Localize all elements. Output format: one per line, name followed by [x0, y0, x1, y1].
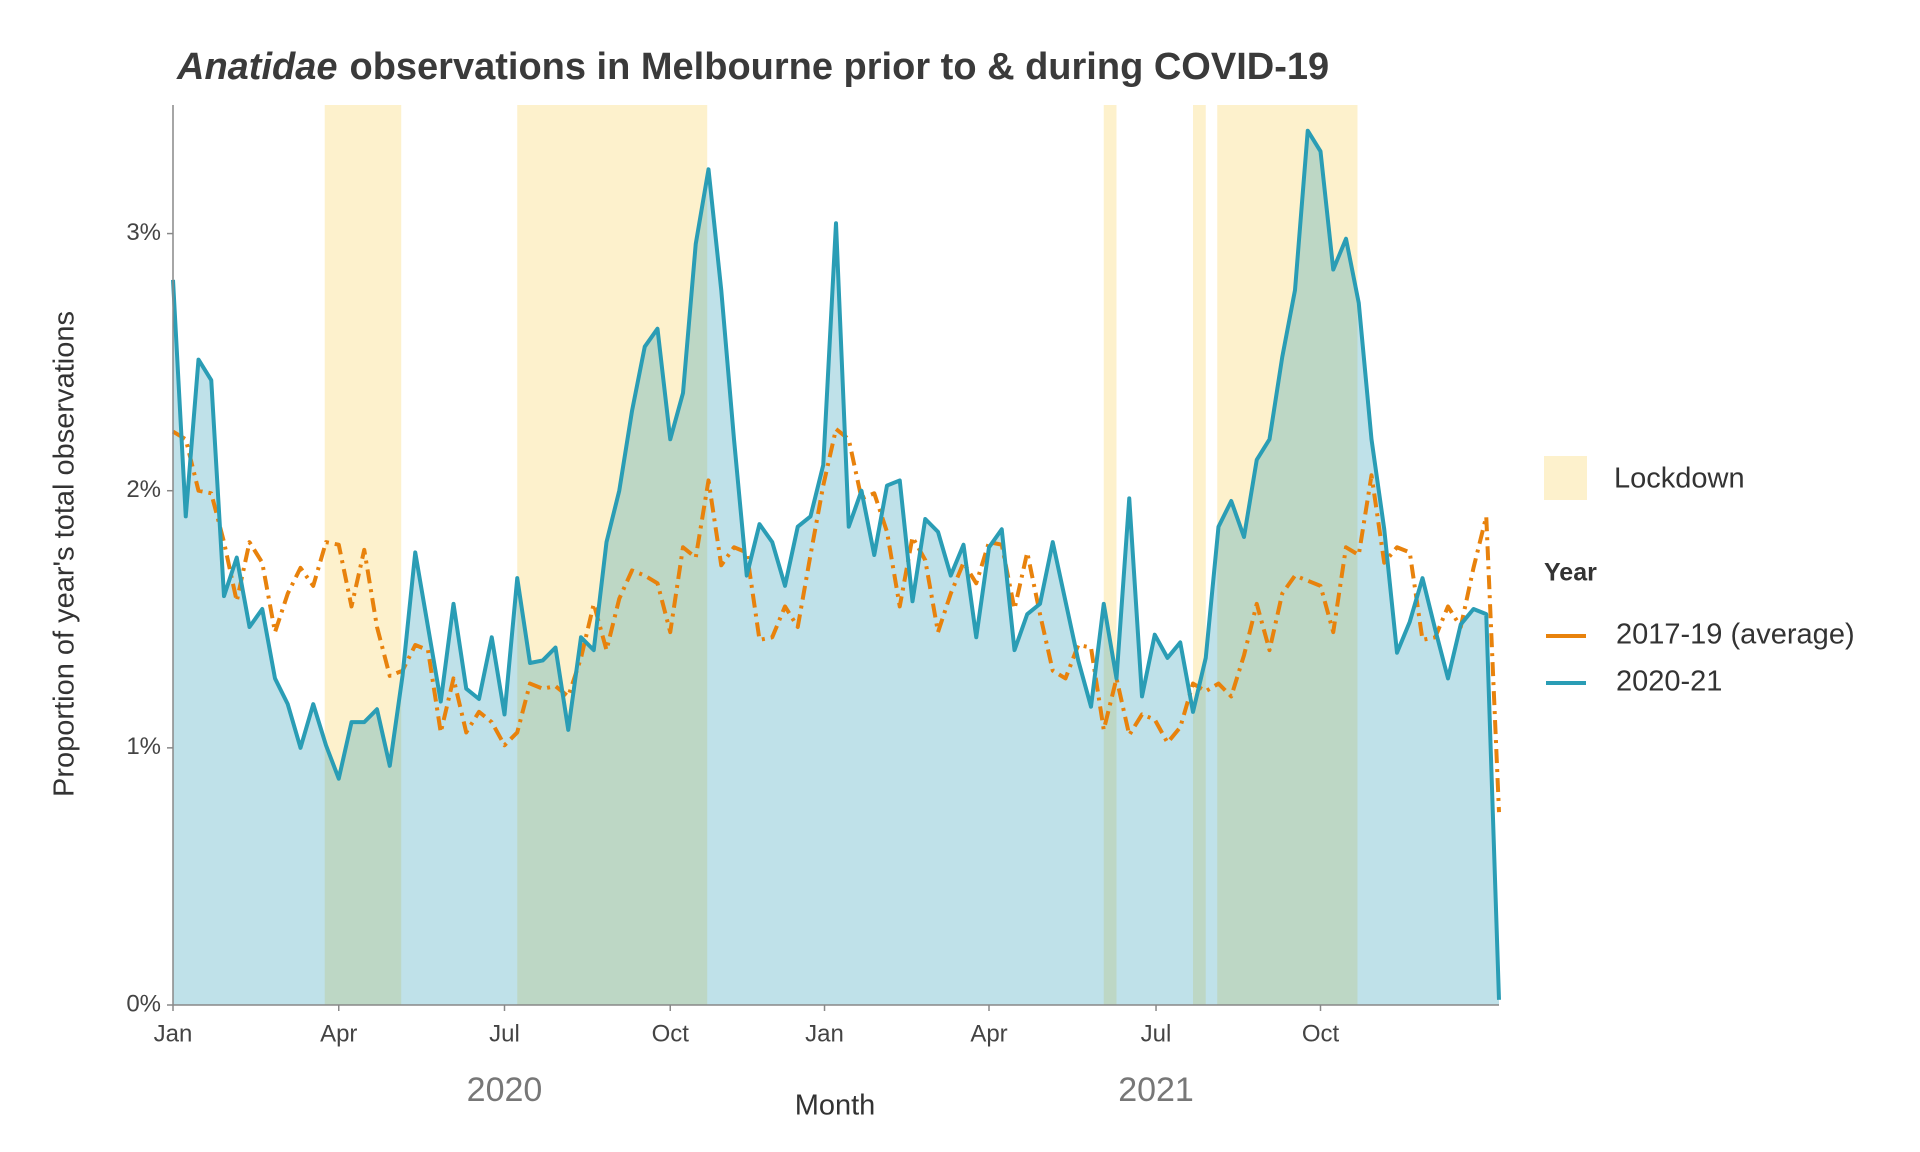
lockdown-band [517, 105, 708, 1005]
series-area [173, 130, 1499, 1005]
chart-title: Anatidae observations in Melbourne prior … [176, 46, 1329, 88]
x-tick-label: Oct [652, 1020, 690, 1047]
legend-lockdown-label: Lockdown [1614, 463, 1745, 495]
x-tick-label: Apr [320, 1020, 357, 1047]
y-tick-label: 0% [126, 990, 161, 1017]
x-tick-label: Apr [970, 1020, 1007, 1047]
series-line [171, 128, 1501, 1000]
title-italic: Anatidae [176, 46, 337, 88]
lockdown-band [1103, 105, 1117, 1005]
x-group-label: 2020 [467, 1071, 543, 1109]
y-axis-label: Proportion of year's total observations [49, 311, 81, 797]
lockdown-band [1217, 105, 1358, 1005]
legend-label: 2017-19 (average) [1616, 619, 1855, 651]
legend-lockdown-swatch [1544, 456, 1587, 500]
x-group-label: 2021 [1118, 1071, 1194, 1109]
y-tick-label: 3% [126, 219, 161, 246]
series-line [171, 427, 1501, 813]
x-tick-label: Jan [805, 1020, 844, 1047]
legend-title: Year [1544, 559, 1597, 587]
x-tick-label: Jul [489, 1020, 520, 1047]
x-tick-label: Oct [1302, 1020, 1340, 1047]
y-tick-label: 1% [126, 733, 161, 760]
x-axis-label: Month [795, 1090, 876, 1122]
x-tick-label: Jul [1141, 1020, 1172, 1047]
lockdown-band [1193, 105, 1206, 1005]
legend-label: 2020-21 [1616, 666, 1722, 698]
y-tick-label: 2% [126, 476, 161, 503]
title-rest: observations in Melbourne prior to & dur… [349, 46, 1329, 88]
x-tick-label: Jan [154, 1020, 193, 1047]
